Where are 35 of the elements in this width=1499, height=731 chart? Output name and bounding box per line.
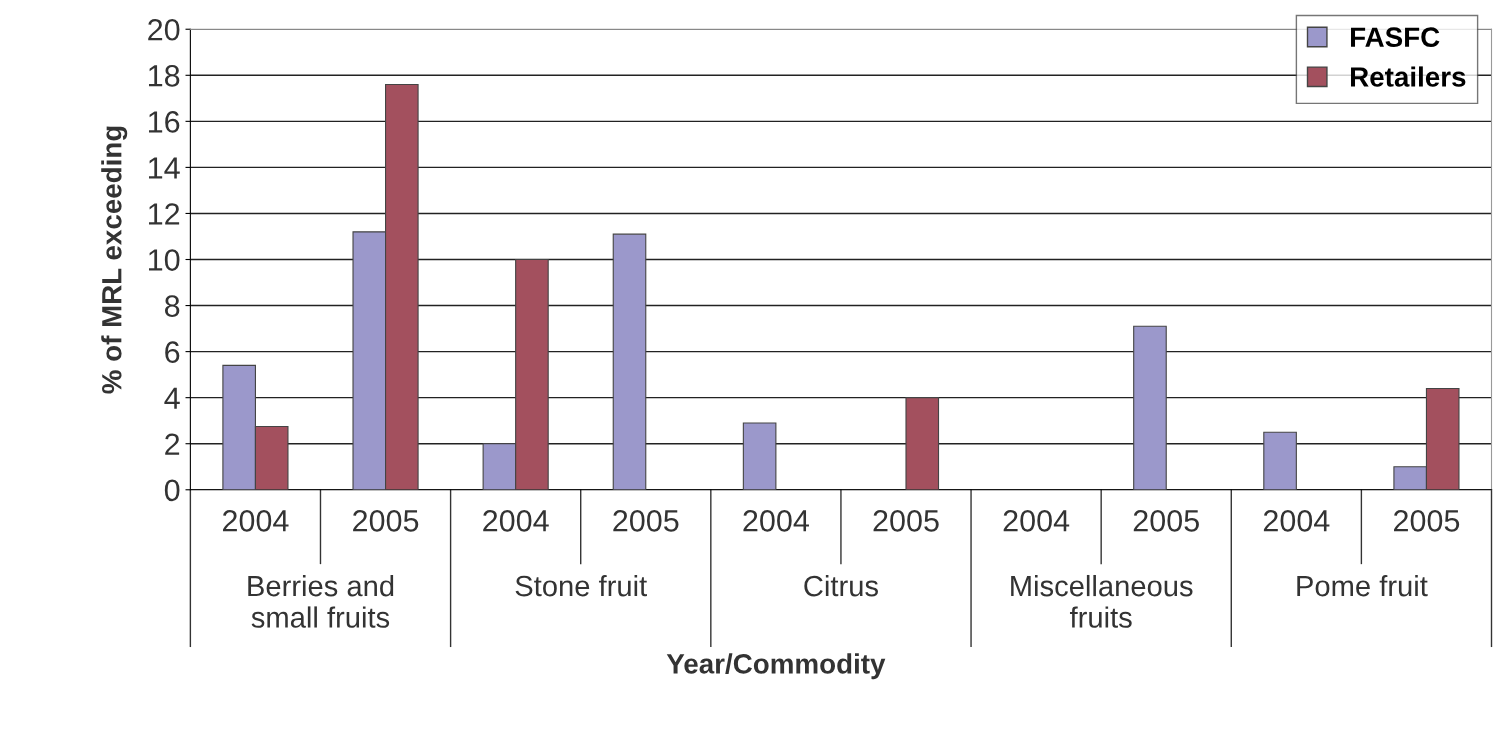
x-tick-label: 2004 <box>743 510 809 532</box>
y-tick-label: 14 <box>149 157 180 179</box>
legend-label: Retailers <box>1351 66 1466 87</box>
x-tick-label: 2005 <box>1133 510 1199 532</box>
y-tick-label: 0 <box>164 479 180 502</box>
y-axis-title: % of MRL exceeding <box>101 126 128 394</box>
x-tick-label: 2005 <box>613 510 679 532</box>
y-tick-label: 8 <box>164 295 180 317</box>
y-tick-label: 16 <box>149 111 180 133</box>
bar <box>1263 431 1297 490</box>
x-tick-label: 2004 <box>1263 510 1330 532</box>
x-tick-label: 2005 <box>353 510 419 532</box>
text: Citrus <box>804 574 878 597</box>
y-tick-label: 20 <box>148 18 180 41</box>
y-tick-label: 18 <box>149 65 180 87</box>
x-tick-label: 2004 <box>222 510 289 532</box>
bar <box>1133 325 1167 490</box>
x-tick-label: 2004 <box>483 510 549 532</box>
bar <box>612 233 647 490</box>
y-tick-label: 12 <box>149 203 180 225</box>
y-tick-label: 2 <box>165 433 180 455</box>
x-tick-label: 2004 <box>1003 510 1070 532</box>
y-tick-label: 10 <box>149 249 180 271</box>
y-tick-label: 4 <box>164 387 180 409</box>
x-tick-label: 2005 <box>1394 510 1460 532</box>
text: Miscellaneous fruits <box>1011 574 1193 628</box>
legend-label: FASFC <box>1351 27 1440 48</box>
x-tick-label: 2005 <box>873 510 939 532</box>
text: Pome fruit <box>1297 574 1428 597</box>
text: Berries and small fruits <box>248 574 394 628</box>
text: Stone fruit <box>515 574 647 597</box>
bar <box>905 397 940 490</box>
x-axis-title: Year/Commodity <box>666 653 886 680</box>
bar <box>742 422 777 490</box>
y-tick-label: 6 <box>165 341 180 363</box>
